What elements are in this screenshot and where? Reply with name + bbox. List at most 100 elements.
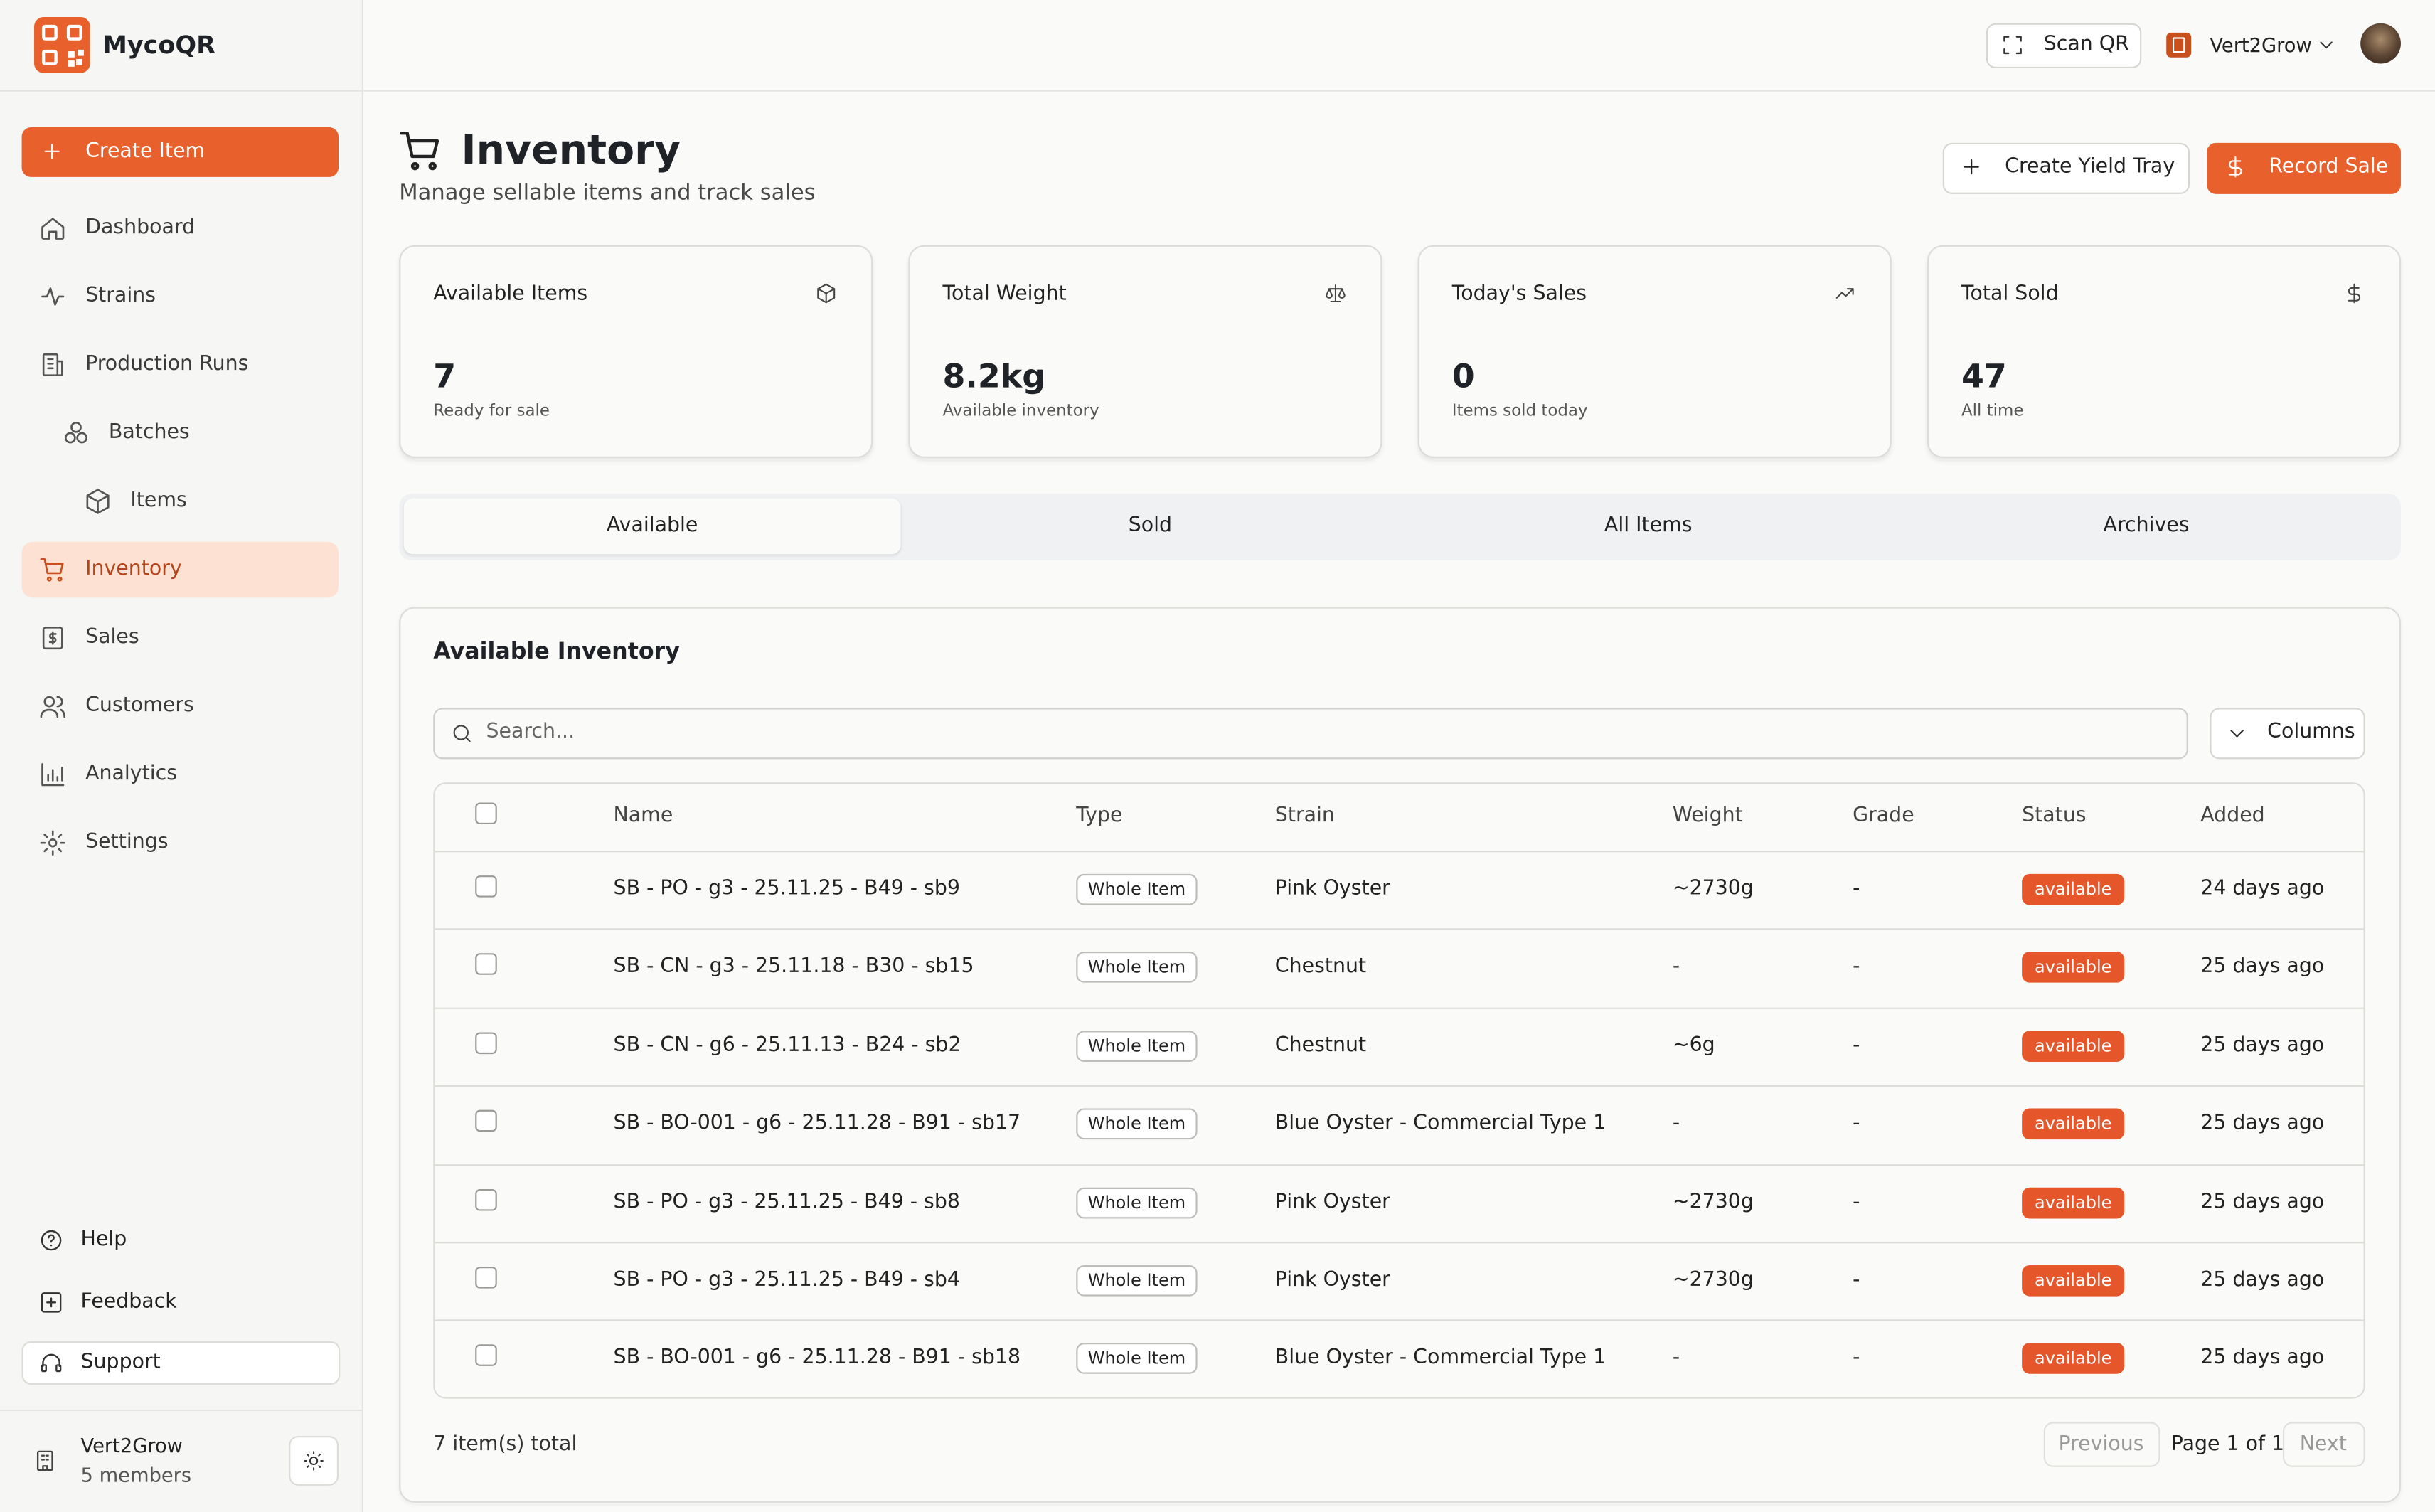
stat-card xyxy=(1927,245,2401,458)
cell: Blue Oyster - Commercial Type 1 xyxy=(1274,1112,1607,1136)
sidebar xyxy=(0,0,363,1512)
logo xyxy=(34,17,90,73)
cell: ~2730g xyxy=(1672,1190,1754,1214)
cell: ~6g xyxy=(1672,1033,1715,1058)
nav-item[interactable]: Analytics xyxy=(85,762,178,786)
checkbox[interactable] xyxy=(475,1032,497,1054)
stat-caption: Available inventory xyxy=(942,401,1099,420)
stat-caption: All time xyxy=(1961,401,2024,420)
checkbox[interactable] xyxy=(475,1267,497,1289)
checkbox[interactable] xyxy=(475,875,497,898)
type-badge xyxy=(1076,1186,1198,1218)
avatar[interactable] xyxy=(2360,23,2401,64)
create-item-button[interactable] xyxy=(21,127,339,177)
cell: - xyxy=(1853,1112,1860,1136)
column-header: Strain xyxy=(1274,804,1335,828)
icon xyxy=(2224,155,2247,179)
nav-active xyxy=(21,541,339,598)
yield-button[interactable] xyxy=(1942,142,2190,194)
scan-label: Scan QR xyxy=(2043,33,2129,57)
icon xyxy=(398,127,444,174)
icon xyxy=(1960,155,1983,179)
item-name[interactable]: SB - PO - g3 - 25.11.25 - B49 - sb9 xyxy=(613,877,960,901)
cell: ~2730g xyxy=(1672,877,1754,901)
icon xyxy=(2000,33,2025,58)
stat-value: 8.2kg xyxy=(942,357,1046,395)
type-badge xyxy=(1076,952,1198,984)
type-label: Whole Item xyxy=(1087,1114,1186,1134)
tab[interactable]: Archives xyxy=(2103,513,2190,538)
checkbox[interactable] xyxy=(475,1110,497,1132)
nav-item[interactable]: Sales xyxy=(85,626,139,649)
nav-item[interactable]: Strains xyxy=(85,284,156,308)
type-label: Whole Item xyxy=(1087,957,1186,978)
checkbox[interactable] xyxy=(475,802,497,825)
icon xyxy=(450,722,474,745)
nav-item[interactable]: Items xyxy=(130,489,187,513)
checkbox[interactable] xyxy=(475,1345,497,1367)
icon xyxy=(39,555,67,583)
icon xyxy=(39,693,67,720)
item-name[interactable]: SB - BO-001 - g6 - 25.11.28 - B91 - sb18 xyxy=(613,1346,1021,1370)
icon xyxy=(41,139,64,163)
theme-toggle[interactable] xyxy=(289,1436,339,1486)
next-label[interactable]: Next xyxy=(2299,1433,2347,1457)
item-name[interactable]: SB - BO-001 - g6 - 25.11.28 - B91 - sb17 xyxy=(613,1112,1021,1136)
column-header: Grade xyxy=(1853,804,1914,828)
search-input[interactable] xyxy=(433,708,2188,760)
status-badge xyxy=(2022,952,2125,984)
icon xyxy=(303,1450,325,1472)
item-name[interactable]: SB - PO - g3 - 25.11.25 - B49 - sb4 xyxy=(613,1268,960,1292)
cell: Pink Oyster xyxy=(1274,877,1390,901)
yield-label: Create Yield Tray xyxy=(2005,155,2175,179)
cell: - xyxy=(1853,955,1860,979)
icon xyxy=(39,624,67,651)
tab[interactable]: Sold xyxy=(1128,513,1173,538)
item-name[interactable]: SB - CN - g6 - 25.11.13 - B24 - sb2 xyxy=(613,1033,961,1058)
type-label: Whole Item xyxy=(1087,1192,1186,1213)
item-name[interactable]: SB - CN - g3 - 25.11.18 - B30 - sb15 xyxy=(613,955,974,979)
status-label: available xyxy=(2034,1270,2112,1291)
type-label: Whole Item xyxy=(1087,1270,1186,1291)
nav-item[interactable]: Settings xyxy=(85,831,169,854)
org-members: 5 members xyxy=(80,1463,192,1486)
status-label: available xyxy=(2034,1035,2112,1056)
footer-link[interactable]: Help xyxy=(80,1228,127,1252)
scan-button[interactable] xyxy=(1986,23,2142,69)
checkbox[interactable] xyxy=(475,954,497,976)
stat-label: Available Items xyxy=(433,282,588,307)
item-name[interactable]: SB - PO - g3 - 25.11.25 - B49 - sb8 xyxy=(613,1190,960,1214)
column-header: Weight xyxy=(1672,804,1743,828)
nav-item[interactable]: Dashboard xyxy=(85,215,196,240)
tab[interactable]: Available xyxy=(606,513,698,538)
cell: Pink Oyster xyxy=(1274,1190,1390,1214)
cell: Blue Oyster - Commercial Type 1 xyxy=(1274,1346,1607,1370)
org-name: Vert2Grow xyxy=(80,1433,183,1457)
stat-card xyxy=(1417,245,1892,458)
nav-item[interactable]: Customers xyxy=(85,694,194,718)
icon xyxy=(2225,722,2249,745)
nav-item[interactable]: Batches xyxy=(108,420,190,444)
checkbox[interactable] xyxy=(475,1188,497,1210)
prev-button[interactable] xyxy=(2043,1422,2160,1467)
footer-link[interactable]: Support xyxy=(80,1351,161,1375)
stat-label: Total Weight xyxy=(942,282,1067,307)
footer-link[interactable]: Feedback xyxy=(80,1290,177,1314)
columns-button[interactable] xyxy=(2210,708,2365,760)
search-placeholder: Search... xyxy=(486,720,575,744)
next-button[interactable] xyxy=(2282,1422,2365,1467)
column-header: Type xyxy=(1076,804,1123,828)
icon xyxy=(39,214,67,242)
cell: - xyxy=(1853,1033,1860,1058)
cell: 24 days ago xyxy=(2200,877,2325,901)
cell: 25 days ago xyxy=(2200,1190,2325,1214)
nav-item[interactable]: Inventory xyxy=(85,558,182,581)
icon xyxy=(39,1351,64,1375)
org-switcher[interactable]: Vert2Grow xyxy=(2210,33,2312,57)
cell: - xyxy=(1672,955,1680,979)
prev-label[interactable]: Previous xyxy=(2058,1433,2144,1457)
tab[interactable]: All Items xyxy=(1604,513,1693,538)
nav-item[interactable]: Production Runs xyxy=(85,352,249,376)
status-badge xyxy=(2022,1186,2125,1218)
icon xyxy=(39,761,67,789)
